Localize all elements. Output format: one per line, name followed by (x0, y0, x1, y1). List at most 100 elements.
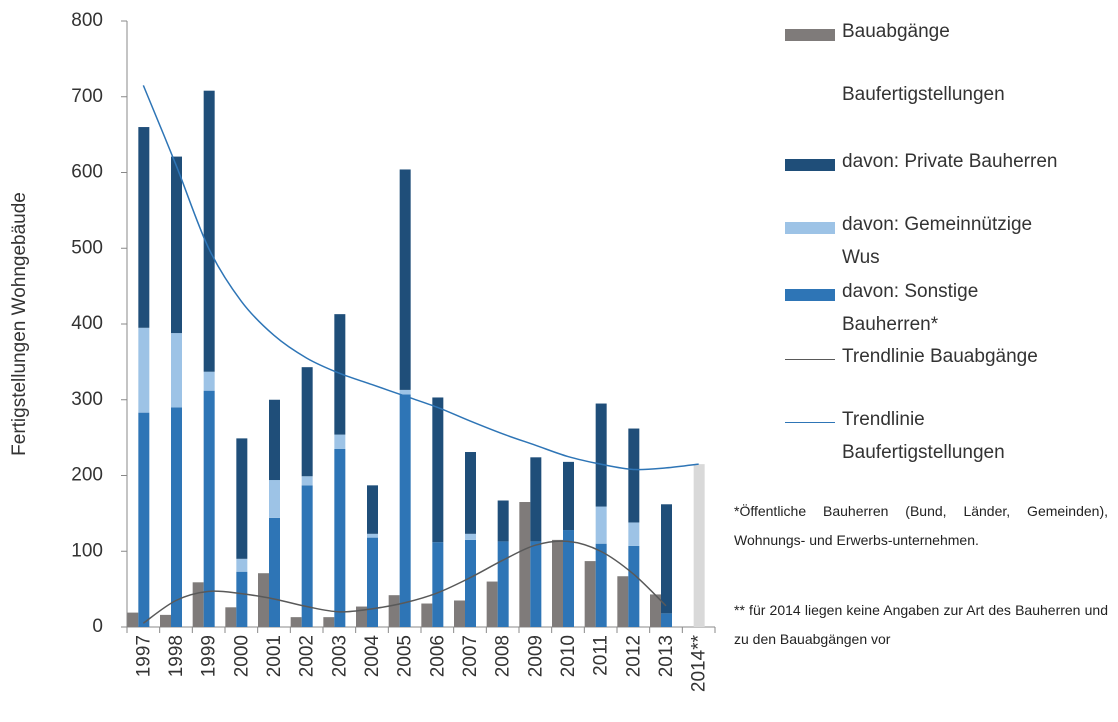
x-tick-label: 2009 (525, 635, 546, 677)
x-tick-label: 2006 (427, 635, 448, 677)
bar (290, 617, 302, 627)
bar-segment (334, 448, 346, 627)
bar-segment (595, 403, 607, 507)
note: ** für 2014 liegen keine Angaben zur Art… (734, 602, 1108, 647)
legend-swatch (785, 29, 835, 41)
legend-label: davon: Gemeinnützige Wus (842, 214, 1033, 268)
bar-segment (367, 537, 378, 627)
legend-label: Baufertigstellungen (842, 84, 1005, 105)
x-tick-label: 2003 (329, 635, 350, 677)
legend-label: davon: Private Bauherren (842, 151, 1058, 172)
bar-segment (203, 390, 215, 627)
legend-item: davon: Private Bauherren (785, 151, 1112, 178)
y-axis-title: Fertigstellungen Wohngebäude (9, 192, 30, 456)
bar-segment (171, 407, 182, 627)
legend-item: Trendlinie Baufertigstellungen (785, 409, 1042, 469)
bar-segment (301, 367, 313, 477)
x-tick-label: 2002 (297, 635, 318, 677)
y-tick-label: 400 (71, 313, 103, 334)
x-tick-label: 2012 (623, 635, 644, 677)
bar-segment (563, 461, 574, 531)
bar-segment (628, 545, 640, 627)
bar-segment (171, 333, 182, 408)
bar (617, 576, 629, 627)
bar (650, 594, 661, 627)
bar-segment (661, 613, 672, 627)
bar-segment (399, 394, 411, 627)
note: *Öffentliche Bauherren (Bund, Länder, Ge… (734, 503, 1108, 548)
legend-label: davon: Sonstige Bauherren* (842, 281, 979, 335)
bar-segment (432, 397, 444, 543)
bar-segment (661, 504, 672, 614)
legend-item: davon: Sonstige Bauherren* (785, 281, 1042, 341)
legend-swatch (785, 359, 835, 360)
x-tick-label: 2011 (591, 635, 612, 676)
bar (192, 582, 204, 627)
bar (356, 606, 367, 627)
bar-segment (465, 452, 476, 534)
bar-segment (203, 371, 215, 391)
x-tick-label: 2013 (656, 635, 677, 677)
x-tick-label: 2008 (493, 635, 514, 677)
trend-line (142, 540, 667, 624)
y-tick-label: 500 (71, 237, 103, 258)
x-tick-label: 2000 (231, 635, 252, 677)
bar (388, 595, 400, 627)
bar-segment (203, 90, 215, 372)
x-tick-label: 1999 (199, 635, 220, 677)
bar-segment (399, 389, 411, 395)
y-tick-label: 0 (92, 616, 103, 637)
bar (323, 617, 335, 627)
bar-segment (693, 464, 705, 627)
legend-item: Trendlinie Bauabgänge (785, 346, 1112, 373)
bar-segment (138, 327, 150, 413)
bar-segment (399, 169, 411, 390)
legend-label: Trendlinie Bauabgänge (842, 346, 1038, 367)
bar-segment (301, 485, 313, 627)
x-tick-label: 2007 (460, 635, 481, 677)
bar (421, 603, 433, 627)
bar-segment (628, 428, 640, 523)
bar-segment (595, 506, 607, 544)
bar (584, 561, 596, 627)
x-tick-label: 2001 (264, 635, 285, 677)
bar-segment (269, 480, 280, 518)
bar (225, 607, 237, 627)
bar-segment (236, 571, 248, 627)
legend-swatch (785, 289, 835, 301)
legend-item: davon: Gemeinnützige Wus (785, 214, 1042, 274)
bar (552, 539, 563, 627)
x-tick-label: 2010 (558, 635, 579, 677)
bar-segment (465, 533, 476, 540)
x-tick-label: 2014** (689, 634, 710, 692)
bar-segment (269, 517, 280, 627)
bar-segment (595, 543, 607, 627)
legend-swatch (785, 422, 835, 423)
bar-segment (236, 438, 248, 559)
y-tick-label: 700 (71, 86, 103, 107)
legend-label: Trendlinie Baufertigstellungen (842, 409, 1005, 463)
y-tick-label: 300 (71, 389, 103, 410)
bar (160, 614, 171, 627)
legend-item: Baufertigstellungen (785, 84, 1112, 111)
legend-swatch (785, 92, 835, 104)
x-tick-label: 1997 (133, 635, 154, 677)
bar-segment (367, 533, 378, 538)
y-tick-label: 800 (71, 10, 103, 31)
bar-segment (465, 539, 476, 627)
legend-swatch (785, 159, 835, 171)
bar (486, 581, 498, 627)
bar-segment (138, 412, 150, 627)
bar (127, 612, 139, 627)
bar-segment (301, 476, 313, 486)
bar-segment (563, 530, 574, 627)
bar (454, 600, 465, 627)
legend-swatch (785, 222, 835, 234)
bar-segment (269, 399, 280, 481)
y-tick-label: 200 (71, 465, 103, 486)
y-tick-label: 600 (71, 162, 103, 183)
bar-segment (497, 500, 509, 542)
bar-segment (334, 314, 346, 435)
